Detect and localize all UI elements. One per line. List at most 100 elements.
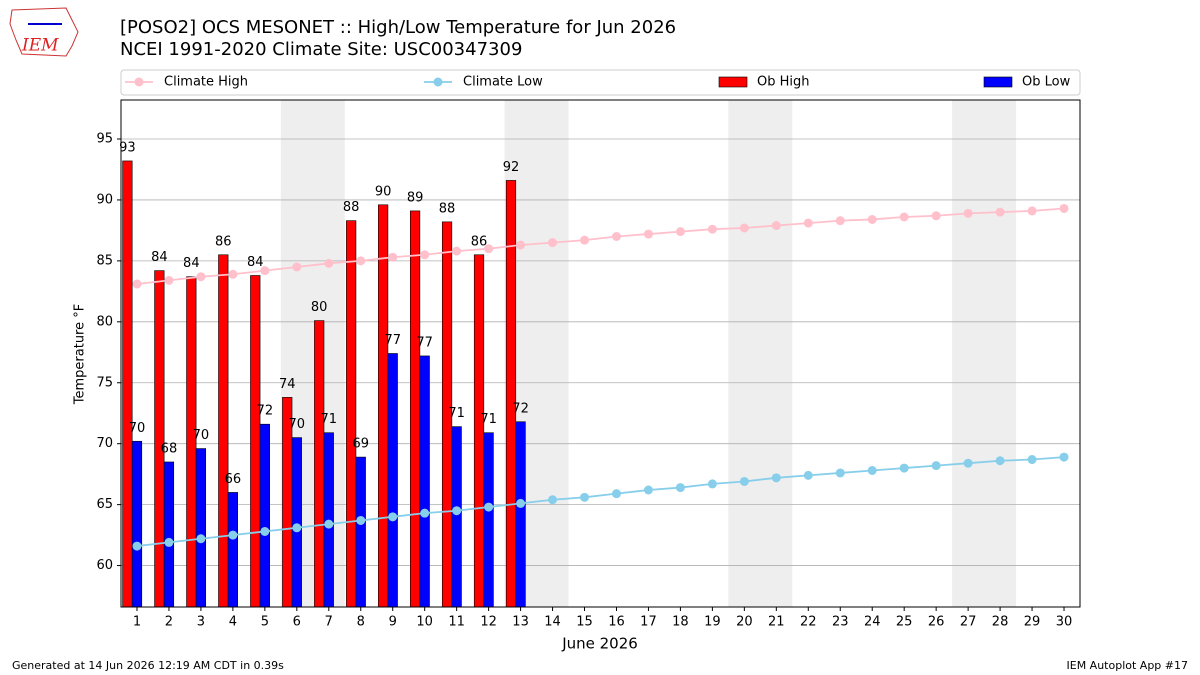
point [707,479,717,489]
legend-label: Climate Low [463,75,543,90]
point [164,275,174,285]
point [388,252,398,262]
legend-swatch [983,76,1013,88]
bar [483,432,494,608]
x-tick-label: 9 [389,615,397,630]
x-tick-label: 14 [544,615,561,630]
legend-swatch [718,76,748,88]
bar [250,275,261,608]
bar [346,220,357,608]
point [963,208,973,218]
data-label: 77 [416,335,433,350]
point [835,468,845,478]
data-label: 89 [407,190,424,205]
data-label: 69 [352,437,369,452]
data-label: 74 [279,377,296,392]
point [388,512,398,522]
point [260,266,270,276]
x-tick-label: 18 [672,615,689,630]
bar [259,423,270,608]
bar [387,353,398,608]
point [611,232,621,241]
data-label: 86 [471,234,488,249]
bar [291,437,302,608]
x-tick-label: 26 [928,615,945,630]
x-tick-label: 23 [832,615,849,630]
x-tick-label: 27 [960,615,977,630]
bar [314,320,325,608]
point [292,523,302,533]
point [228,530,238,540]
point [196,534,206,544]
point [580,235,590,245]
bar [378,204,389,608]
x-tick-label: 1 [133,615,141,630]
data-label: 80 [311,300,328,315]
point [548,495,558,505]
point [771,221,781,231]
bar [409,210,421,608]
point [675,483,685,493]
bar [122,160,133,608]
legend-label: Climate High [164,75,248,90]
bar [218,254,229,608]
point [867,466,877,475]
x-tick-label: 16 [608,615,625,630]
footer-right: IEM Autoplot App #17 [1067,659,1189,672]
y-tick-label: 90 [96,192,113,207]
x-tick-label: 2 [165,615,173,630]
x-tick-label: 3 [197,615,205,630]
point [899,463,909,473]
point [643,229,653,239]
data-label: 70 [193,428,210,443]
legend-label: Ob Low [1022,75,1071,90]
data-label: 90 [375,184,392,199]
bar [163,461,175,608]
x-tick-label: 11 [448,615,465,630]
data-label: 84 [151,250,168,265]
x-tick-label: 25 [896,615,913,630]
legend-marker [433,77,443,87]
weekend-shade [952,100,1017,607]
data-label: 70 [289,417,306,432]
x-tick-label: 7 [325,615,333,630]
point [452,246,462,256]
point [292,262,302,272]
point [1059,203,1069,213]
point [484,244,494,254]
x-tick-label: 12 [480,615,497,630]
x-tick-label: 24 [864,615,881,630]
point [899,212,909,222]
point [356,256,366,266]
point [963,458,973,468]
bar [355,456,366,608]
bar [473,254,485,608]
data-label: 86 [215,234,232,249]
plot-frame [120,99,1081,608]
bar [195,448,207,608]
point [580,492,590,502]
weekend-shade [728,100,793,607]
bar [154,270,165,608]
y-axis-label: Temperature °F [73,304,88,405]
point [132,279,142,289]
logo-text: IEM [21,36,59,56]
point [1027,206,1037,216]
data-label: 68 [161,441,178,456]
point [484,502,494,512]
line [136,456,1065,547]
data-label: 88 [343,200,360,215]
data-label: 77 [384,333,401,348]
point [516,240,526,250]
data-label: 84 [183,256,200,271]
x-tick-label: 29 [1024,615,1041,630]
point [611,489,621,499]
point [931,461,941,471]
x-tick-label: 17 [640,615,657,630]
x-tick-label: 13 [512,615,529,630]
point [196,272,206,282]
chart-title: [POSO2] OCS MESONET :: High/Low Temperat… [120,17,676,38]
point [803,218,813,228]
x-tick-label: 21 [768,615,785,630]
point [931,211,941,221]
